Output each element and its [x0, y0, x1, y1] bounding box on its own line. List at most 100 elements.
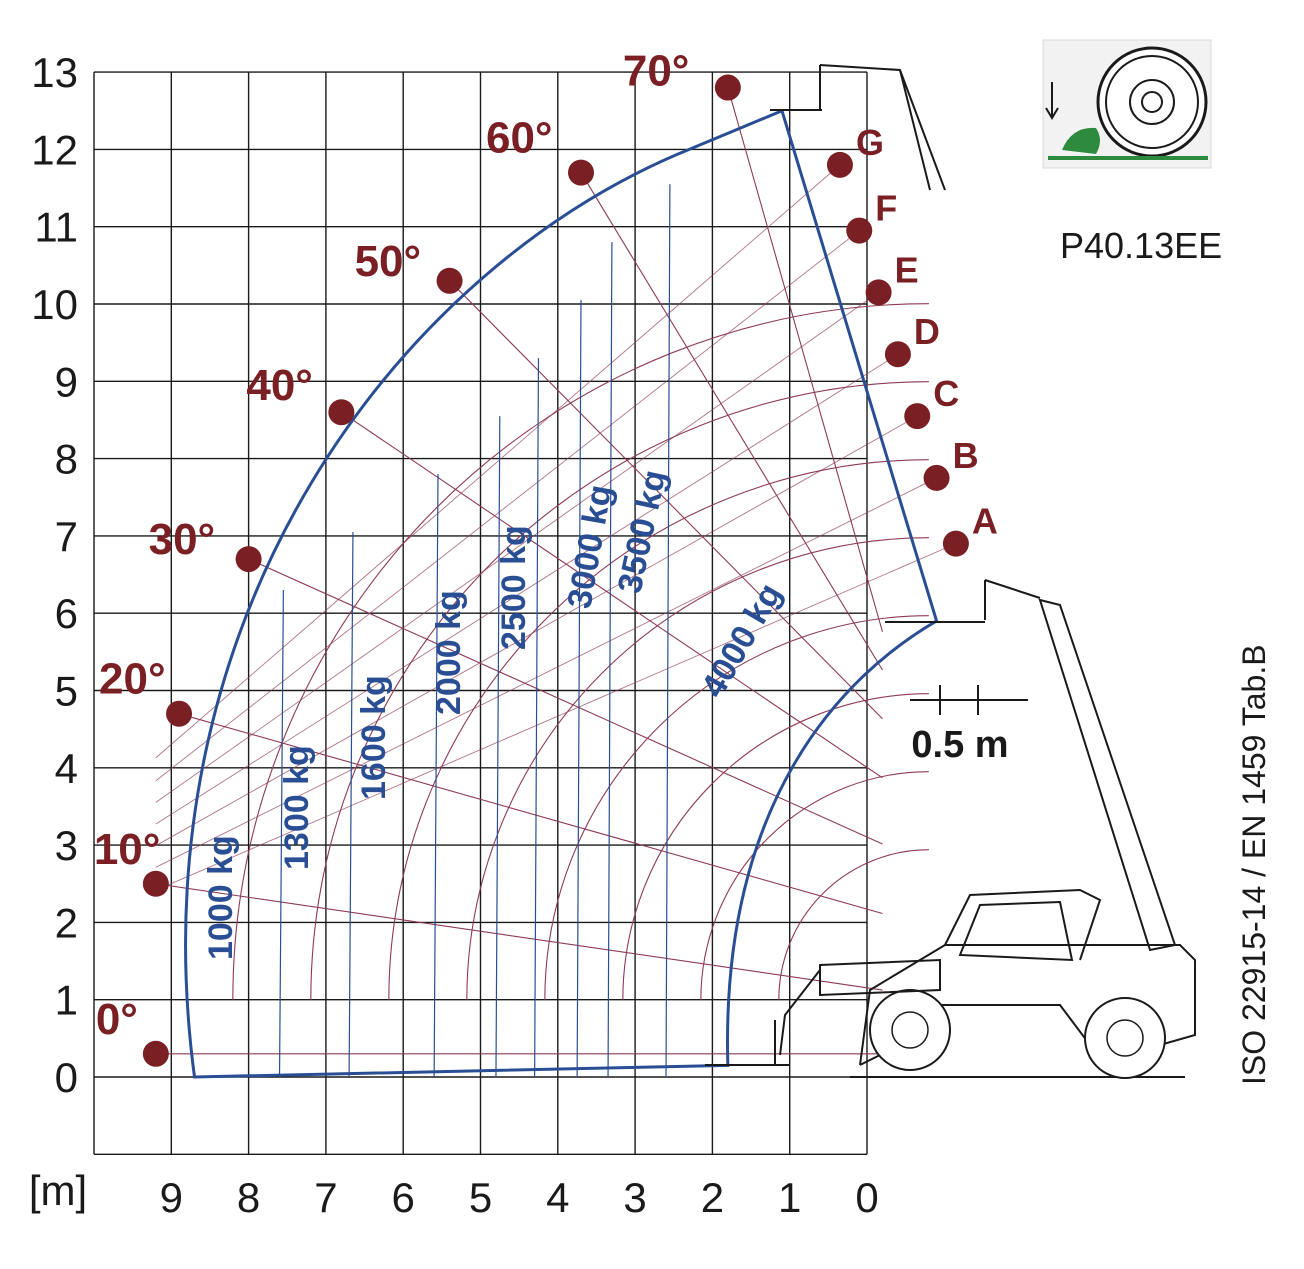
- load-zone-label: 4000 kg: [694, 577, 789, 704]
- angle-label: 10°: [94, 825, 161, 874]
- angle-marker: [567, 159, 594, 186]
- load-zone-line: [534, 358, 540, 1078]
- extension-label: C: [933, 373, 959, 414]
- y-tick-label: 7: [55, 513, 78, 560]
- extension-ray: [155, 164, 841, 759]
- angle-marker: [328, 399, 355, 426]
- x-tick-label: 1: [778, 1174, 801, 1221]
- y-tick-label: 12: [31, 126, 78, 173]
- angle-ray: [341, 411, 883, 779]
- angle-ray: [155, 883, 883, 991]
- extension-label: B: [953, 435, 979, 476]
- angle-label: 20°: [99, 655, 166, 704]
- load-zone-label: 1600 kg: [355, 675, 393, 800]
- x-tick-label: 2: [701, 1174, 724, 1221]
- x-axis-unit: [m]: [29, 1167, 87, 1214]
- y-tick-label: 0: [55, 1054, 78, 1101]
- load-zone-line: [665, 184, 671, 1078]
- extension-label: D: [914, 311, 940, 352]
- chart-marks: [142, 74, 969, 1067]
- cab: [944, 888, 1102, 961]
- x-tick-label: 9: [160, 1174, 183, 1221]
- x-tick-label: 5: [469, 1174, 492, 1221]
- angle-marker: [436, 267, 463, 294]
- extension-marker: [826, 151, 853, 178]
- x-tick-label: 0: [855, 1174, 878, 1221]
- extension-marker: [884, 341, 911, 368]
- extension-ray: [155, 230, 860, 782]
- load-zone-label: 3500 kg: [611, 467, 674, 597]
- extension-arc: [778, 849, 929, 1000]
- y-tick-label: 6: [55, 590, 78, 637]
- load-zone-line: [348, 532, 354, 1078]
- angle-marker: [235, 546, 262, 573]
- load-zone-line: [495, 416, 501, 1078]
- y-tick-label: 1: [55, 977, 78, 1024]
- rear-wheel: [1084, 997, 1166, 1079]
- stability-icon: [1042, 39, 1212, 169]
- angle-label: 30°: [149, 515, 216, 564]
- extension-label: A: [972, 501, 998, 542]
- y-tick-label: 4: [55, 745, 78, 792]
- y-tick-label: 2: [55, 899, 78, 946]
- extension-marker: [923, 464, 950, 491]
- extension-arc: [232, 303, 929, 1000]
- angle-label: 0°: [96, 995, 138, 1044]
- grid: [93, 71, 868, 1156]
- load-zone-label: 1300 kg: [278, 745, 316, 870]
- x-tick-label: 3: [623, 1174, 646, 1221]
- angle-ray: [178, 713, 883, 915]
- raised-forks: [885, 579, 1041, 623]
- angle-marker: [142, 870, 169, 897]
- y-tick-label: 3: [55, 822, 78, 869]
- y-tick-label: 10: [31, 281, 78, 328]
- load-zone-line: [433, 474, 439, 1078]
- extension-ray: [155, 292, 879, 803]
- extension-marker: [904, 403, 931, 430]
- angle-ray: [449, 280, 883, 720]
- angle-label: 70°: [623, 47, 690, 96]
- lowered-forks: [705, 969, 821, 1066]
- standard-label: ISO 22915-14 / EN 1459 Tab.B: [1236, 644, 1272, 1085]
- load-zone-lines: [278, 184, 671, 1078]
- telehandler-drawing: [705, 64, 1196, 1079]
- y-tick-label: 9: [55, 358, 78, 405]
- angle-marker: [142, 1040, 169, 1067]
- angle-label: 50°: [355, 237, 422, 286]
- y-tick-label: 11: [34, 204, 78, 251]
- extension-arc: [544, 615, 929, 1000]
- x-tick-label: 7: [314, 1174, 337, 1221]
- angle-ray: [580, 172, 883, 671]
- extension-arc: [388, 459, 929, 1000]
- load-zone-line: [576, 300, 582, 1078]
- extension-arc: [622, 693, 929, 1000]
- extension-marker: [942, 530, 969, 557]
- y-tick-label: 8: [55, 436, 78, 483]
- load-zone-label: 1000 kg: [202, 835, 240, 960]
- angle-label: 60°: [486, 114, 553, 163]
- extension-arc: [466, 537, 929, 1000]
- extension-arc: [310, 381, 929, 1000]
- x-tick-label: 6: [392, 1174, 415, 1221]
- extension-ray: [155, 477, 937, 868]
- extension-label: F: [875, 188, 897, 229]
- working-envelope: [184, 108, 939, 1079]
- extension-arc: [700, 771, 929, 1000]
- angle-ray: [727, 87, 883, 632]
- front-wheel: [869, 989, 951, 1071]
- extension-label: G: [856, 122, 884, 163]
- envelope-outline: [184, 108, 939, 1079]
- load-zone-label: 2500 kg: [495, 525, 533, 650]
- extension-ray: [155, 543, 957, 891]
- extension-arcs: [232, 303, 929, 1000]
- extension-marker: [846, 217, 873, 244]
- rear-hub: [1106, 1019, 1144, 1057]
- front-hub: [891, 1011, 929, 1049]
- x-tick-label: 4: [546, 1174, 569, 1221]
- extension-label: E: [895, 249, 919, 290]
- angle-marker: [714, 74, 741, 101]
- cab-window: [958, 900, 1074, 962]
- raised-boom: [1038, 598, 1177, 952]
- y-tick-label: 13: [31, 49, 78, 96]
